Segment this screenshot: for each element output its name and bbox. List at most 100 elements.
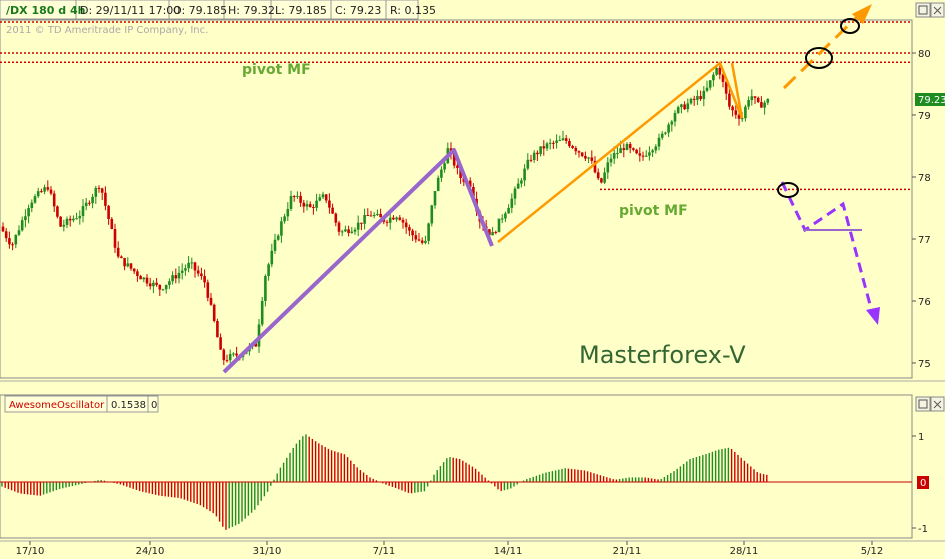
candle-body	[225, 360, 229, 362]
candle-body	[142, 277, 146, 280]
oscillator-axis: 1 -1	[912, 432, 928, 535]
candle-body	[209, 297, 213, 305]
candle-body	[619, 148, 622, 154]
oscillator-last-label: 0	[920, 478, 926, 489]
candle-body	[718, 67, 722, 75]
circle-marker-top	[840, 18, 860, 34]
candle-body	[184, 268, 187, 271]
candle-body	[648, 152, 651, 156]
candle-body	[542, 146, 546, 149]
circle-marker-lower	[777, 182, 799, 198]
candle-body	[289, 196, 293, 209]
candle-body	[660, 133, 664, 138]
candle-body	[667, 124, 670, 133]
candle-body	[331, 207, 334, 214]
candle-body	[228, 354, 232, 361]
candle-body	[110, 218, 114, 230]
candle-body	[472, 186, 475, 199]
candle-body	[452, 152, 456, 166]
candle-body	[33, 196, 37, 203]
price-axis-tick-label: 79	[918, 111, 931, 122]
candle-body	[318, 197, 322, 201]
candle-body	[696, 96, 699, 100]
candle-body	[292, 196, 296, 198]
candle-body	[376, 213, 379, 215]
candle-body	[552, 142, 555, 144]
purple-v-trendline	[222, 148, 494, 374]
candle-body	[526, 159, 530, 169]
candle-body	[388, 217, 392, 223]
time-axis-tick-label: 7/11	[373, 546, 395, 557]
candle-body	[321, 194, 325, 198]
candle-body	[59, 216, 62, 227]
oscillator-bars	[1, 434, 768, 530]
candle-body	[673, 112, 677, 122]
candle-body	[155, 282, 158, 285]
candle-body	[369, 215, 373, 217]
oscillator-header: AwesomeOscillator 0.1538 0	[4, 395, 159, 413]
candle-body	[219, 337, 222, 350]
candle-body	[584, 155, 587, 159]
candle-body	[283, 216, 286, 222]
candle-body	[145, 277, 149, 284]
price-axis-tick-label: 75	[918, 359, 931, 370]
candle-body	[56, 206, 59, 217]
candle-body	[232, 353, 235, 355]
price-axis-tick-label: 76	[918, 297, 931, 308]
candle-body	[334, 213, 338, 223]
candle-body	[302, 202, 306, 207]
candle-body	[712, 74, 715, 81]
price-axis: 80 79 78 77 76 75	[912, 49, 931, 370]
candle-body	[88, 202, 91, 204]
candle-body	[200, 273, 203, 277]
time-axis-tick-label: 5/12	[861, 546, 883, 557]
candle-body	[337, 222, 341, 232]
maximize-price-panel-button[interactable]	[915, 2, 931, 18]
candle-body	[651, 150, 654, 153]
candle-body	[270, 250, 274, 265]
candle-body	[164, 284, 168, 290]
candle-body	[555, 140, 558, 143]
date-label: D: 29/11/11 17:00	[80, 4, 180, 17]
candle-body	[36, 191, 40, 197]
pivot-label-2: pivot MF	[619, 203, 688, 219]
trend-drawings	[222, 4, 880, 374]
candle-body	[136, 271, 139, 277]
oscillator-setting: 0	[151, 400, 157, 411]
candle-body	[654, 146, 658, 151]
candle-body	[363, 214, 366, 224]
candle-body	[187, 262, 190, 269]
candle-body	[395, 217, 398, 220]
candle-body	[692, 98, 696, 100]
candle-body	[62, 224, 66, 227]
candle-body	[424, 240, 427, 243]
candle-body	[299, 195, 302, 203]
candle-body	[500, 218, 504, 220]
candle-body	[494, 231, 498, 233]
candle-body	[161, 289, 165, 291]
candle-body	[580, 152, 584, 156]
candle-body	[347, 229, 350, 233]
candle-body	[577, 151, 581, 153]
candle-body	[276, 235, 280, 240]
candle-body	[702, 90, 706, 100]
oscillator-axis-tick-label: -1	[918, 524, 928, 535]
candle-body	[17, 230, 21, 235]
candle-body	[539, 146, 542, 155]
candle-body	[171, 275, 174, 282]
candle-body	[235, 353, 238, 356]
candle-body	[686, 103, 690, 110]
maximize-oscillator-panel-button[interactable]	[915, 396, 931, 412]
symbol-label: /DX 180 d 4h	[6, 4, 85, 17]
close-oscillator-panel-button[interactable]	[930, 396, 945, 412]
candle-body	[635, 149, 638, 154]
candle-body	[40, 191, 43, 193]
watermark-text: Masterforex-V	[579, 341, 746, 369]
close-price-panel-button[interactable]	[930, 2, 945, 18]
candle-body	[158, 284, 162, 290]
copyright-text: 2011 © TD Ameritrade IP Company, Inc.	[6, 25, 208, 36]
candle-body	[622, 148, 626, 150]
candle-body	[683, 104, 686, 110]
candle-body	[14, 234, 18, 245]
